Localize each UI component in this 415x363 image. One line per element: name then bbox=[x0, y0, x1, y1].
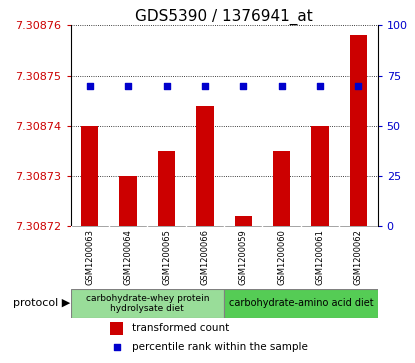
Bar bbox=[273, 151, 290, 226]
Bar bbox=[234, 216, 252, 226]
Point bbox=[240, 83, 247, 89]
Bar bbox=[196, 106, 214, 226]
Text: percentile rank within the sample: percentile rank within the sample bbox=[132, 342, 308, 352]
Text: GSM1200060: GSM1200060 bbox=[277, 229, 286, 285]
Point bbox=[278, 83, 285, 89]
Bar bbox=[120, 176, 137, 226]
Point bbox=[317, 83, 323, 89]
Bar bbox=[158, 151, 175, 226]
Text: transformed count: transformed count bbox=[132, 323, 229, 333]
Bar bbox=[311, 126, 329, 226]
Point bbox=[163, 83, 170, 89]
Text: GSM1200063: GSM1200063 bbox=[85, 229, 94, 285]
Text: carbohydrate-amino acid diet: carbohydrate-amino acid diet bbox=[229, 298, 373, 308]
Text: GSM1200066: GSM1200066 bbox=[200, 229, 210, 285]
Text: protocol ▶: protocol ▶ bbox=[13, 298, 71, 308]
Bar bbox=[110, 322, 123, 335]
Point bbox=[86, 83, 93, 89]
Text: GSM1200061: GSM1200061 bbox=[315, 229, 325, 285]
Title: GDS5390 / 1376941_at: GDS5390 / 1376941_at bbox=[135, 9, 313, 25]
Bar bbox=[81, 126, 98, 226]
Text: GSM1200062: GSM1200062 bbox=[354, 229, 363, 285]
Text: GSM1200064: GSM1200064 bbox=[124, 229, 133, 285]
Point bbox=[125, 83, 132, 89]
Point bbox=[113, 344, 120, 350]
Point bbox=[202, 83, 208, 89]
Bar bbox=[224, 289, 378, 318]
Bar bbox=[350, 36, 367, 226]
Text: GSM1200065: GSM1200065 bbox=[162, 229, 171, 285]
Point bbox=[355, 83, 362, 89]
Bar bbox=[71, 289, 224, 318]
Text: carbohydrate-whey protein
hydrolysate diet: carbohydrate-whey protein hydrolysate di… bbox=[85, 294, 209, 313]
Text: GSM1200059: GSM1200059 bbox=[239, 229, 248, 285]
